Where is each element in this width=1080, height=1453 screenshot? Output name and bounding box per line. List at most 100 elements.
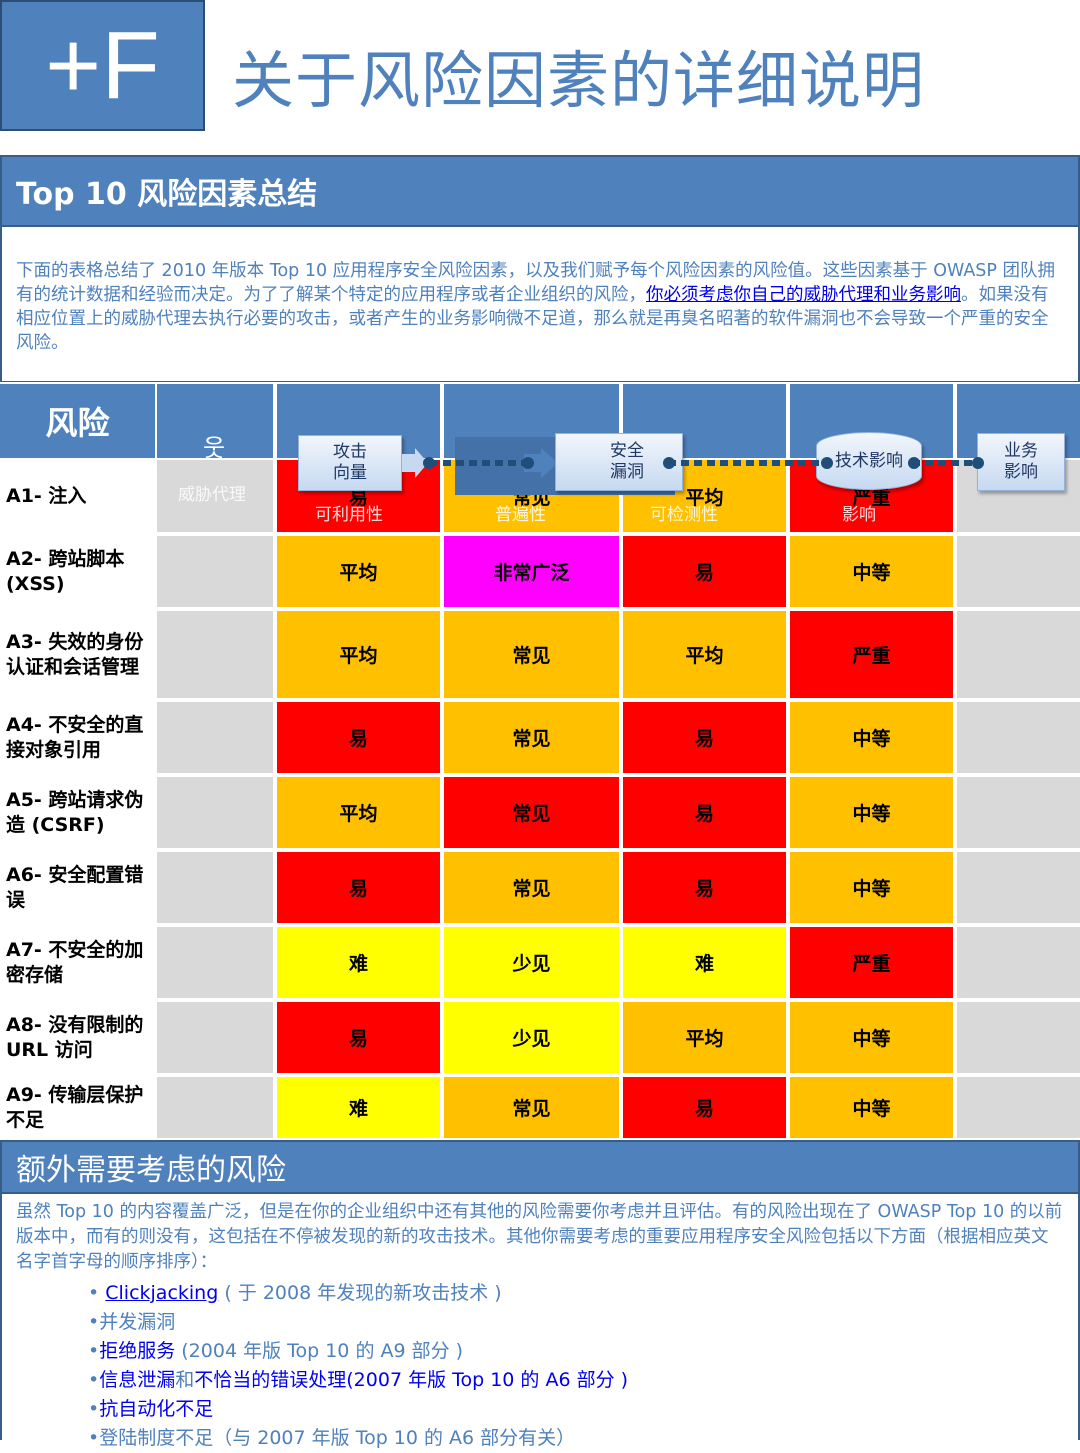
rating-cell: 易 — [623, 852, 786, 923]
business-impact-box: 业务 影响 — [977, 433, 1065, 491]
connector-dot — [821, 457, 833, 469]
technical-impact-cylinder: 技术影响 — [816, 432, 922, 490]
business-impact-cell — [957, 611, 1080, 698]
business-impact-cell — [957, 702, 1080, 773]
intro-link[interactable]: 你必须考虑你自己的威胁代理和业务影响 — [646, 285, 961, 305]
appendix-badge: +F — [0, 0, 205, 131]
business-impact-cell — [957, 852, 1080, 923]
rating-cell: 中等 — [790, 777, 953, 848]
risk-link[interactable]: Clickjacking — [105, 1282, 219, 1304]
rating-cell: 严重 — [790, 611, 953, 698]
risk-text: 和 — [175, 1369, 195, 1391]
threat-agent-cell — [157, 611, 273, 698]
extra-intro: 虽然 Top 10 的内容覆盖广泛，但是在你的企业组织中还有其他的风险需要你考虑… — [16, 1202, 1063, 1272]
risk-text: (2004 年版 Top 10 的 A9 部分 ) — [175, 1340, 464, 1362]
intro-text-end: 。如果没有相应位置上的威胁代理去执行必要的攻击，或者产生的业务影响微不足道，那么… — [16, 285, 1049, 353]
risk-name: A3- 失效的身份认证和会话管理 — [0, 611, 155, 698]
threat-agent-cell — [157, 460, 273, 532]
risk-text: (2007 年版 Top 10 的 A6 部分 ) — [346, 1369, 629, 1391]
rating-cell: 易 — [623, 702, 786, 773]
connector-line — [430, 460, 525, 466]
rating-cell: 平均 — [623, 611, 786, 698]
rating-cell: 少见 — [444, 927, 619, 998]
rating-cell: 常见 — [444, 611, 619, 698]
rating-cell: 易 — [623, 1077, 786, 1138]
extra-risk-item: •信息泄漏和不恰当的错误处理(2007 年版 Top 10 的 A6 部分 ) — [88, 1366, 1064, 1395]
bullet: • — [88, 1311, 100, 1333]
column-subheader: 可利用性 — [315, 505, 383, 524]
business-impact-cell — [957, 1002, 1080, 1073]
risk-link[interactable]: 不恰当的错误处理 — [194, 1369, 347, 1391]
business-impact-cell — [957, 927, 1080, 998]
threat-agent-cell — [157, 852, 273, 923]
connector-line — [912, 460, 977, 466]
rating-cell: 中等 — [790, 1002, 953, 1073]
column-subheader: 影响 — [842, 505, 876, 524]
risk-text: ( 于 2008 年发现的新攻击技术 ) — [218, 1282, 502, 1304]
business-impact-cell — [957, 1077, 1080, 1138]
extra-risk-item: •抗自动化不足 — [88, 1395, 1064, 1424]
risk-text: 并发漏洞 — [99, 1311, 176, 1333]
bullet: • — [88, 1398, 100, 1420]
rating-cell: 常见 — [444, 777, 619, 848]
risk-name: A8- 没有限制的 URL 访问 — [0, 1002, 155, 1073]
section-header-summary: Top 10 风险因素总结 — [0, 155, 1080, 227]
business-impact-cell — [957, 536, 1080, 607]
risk-name: A9- 传输层保护不足 — [0, 1077, 155, 1138]
risk-name: A2- 跨站脚本 (XSS) — [0, 536, 155, 607]
threat-agent-cell — [157, 702, 273, 773]
table-header-cell — [157, 384, 273, 458]
extra-risk-item: •拒绝服务 (2004 年版 Top 10 的 A9 部分 ) — [88, 1337, 1064, 1366]
column-subheader: 普遍性 — [495, 505, 546, 524]
rating-cell: 平均 — [277, 536, 440, 607]
rating-cell: 中等 — [790, 536, 953, 607]
rating-cell: 难 — [623, 927, 786, 998]
risk-name: A7- 不安全的加密存储 — [0, 927, 155, 998]
connector-dot — [522, 457, 534, 469]
table-header-cell: 风险 — [0, 384, 155, 458]
rating-cell: 常见 — [444, 1077, 619, 1138]
summary-intro: 下面的表格总结了 2010 年版本 Top 10 应用程序安全风险因素，以及我们… — [0, 227, 1080, 383]
extra-risk-item: •并发漏洞 — [88, 1308, 1064, 1337]
risk-text: 登陆制度不足（与 2007 年版 Top 10 的 A6 部分有关） — [99, 1427, 576, 1449]
rating-cell: 易 — [623, 777, 786, 848]
risk-name: A4- 不安全的直接对象引用 — [0, 702, 155, 773]
connector-line — [668, 460, 823, 466]
extra-risk-item: • Clickjacking ( 于 2008 年发现的新攻击技术 ) — [88, 1279, 1064, 1308]
rating-cell: 常见 — [444, 852, 619, 923]
rating-cell: 易 — [277, 852, 440, 923]
threat-agent-cell — [157, 927, 273, 998]
threat-agent-cell — [157, 1077, 273, 1138]
connector-dot — [663, 457, 675, 469]
rating-cell: 中等 — [790, 702, 953, 773]
rating-cell: 难 — [277, 1077, 440, 1138]
rating-cell: 非常广泛 — [444, 536, 619, 607]
rating-cell: 少见 — [444, 1002, 619, 1073]
column-subheader: 威胁代理 — [178, 485, 246, 504]
rating-cell: 常见 — [444, 702, 619, 773]
risk-link[interactable]: 拒绝服务 — [99, 1340, 176, 1362]
rating-cell: 平均 — [277, 777, 440, 848]
threat-agent-cell — [157, 536, 273, 607]
extra-risks: 虽然 Top 10 的内容覆盖广泛，但是在你的企业组织中还有其他的风险需要你考虑… — [0, 1194, 1080, 1449]
rating-cell: 中等 — [790, 852, 953, 923]
rating-cell: 易 — [277, 702, 440, 773]
rating-cell: 易 — [623, 536, 786, 607]
rating-cell: 平均 — [623, 1002, 786, 1073]
risk-name: A5- 跨站请求伪造 (CSRF) — [0, 777, 155, 848]
risk-name: A6- 安全配置错误 — [0, 852, 155, 923]
threat-agent-cell — [157, 777, 273, 848]
attack-vector-box: 攻击 向量 — [298, 435, 402, 491]
intro-text: 下面的表格总结了 2010 年版本 Top 10 应用程序安全风险因素，以及我们… — [16, 261, 1056, 305]
section-header-extra: 额外需要考虑的风险 — [0, 1140, 1080, 1194]
rating-cell: 难 — [277, 927, 440, 998]
risk-link[interactable]: 信息泄漏 — [99, 1369, 176, 1391]
bullet: • — [88, 1427, 100, 1449]
risk-link[interactable]: 抗自动化不足 — [99, 1398, 214, 1420]
rating-cell: 平均 — [277, 611, 440, 698]
threat-agent-icon: 웃 — [203, 435, 226, 462]
business-impact-cell — [957, 777, 1080, 848]
extra-risk-list: • Clickjacking ( 于 2008 年发现的新攻击技术 ) •并发漏洞… — [88, 1279, 1064, 1453]
connector-dot — [972, 457, 984, 469]
connector-dot — [423, 457, 435, 469]
